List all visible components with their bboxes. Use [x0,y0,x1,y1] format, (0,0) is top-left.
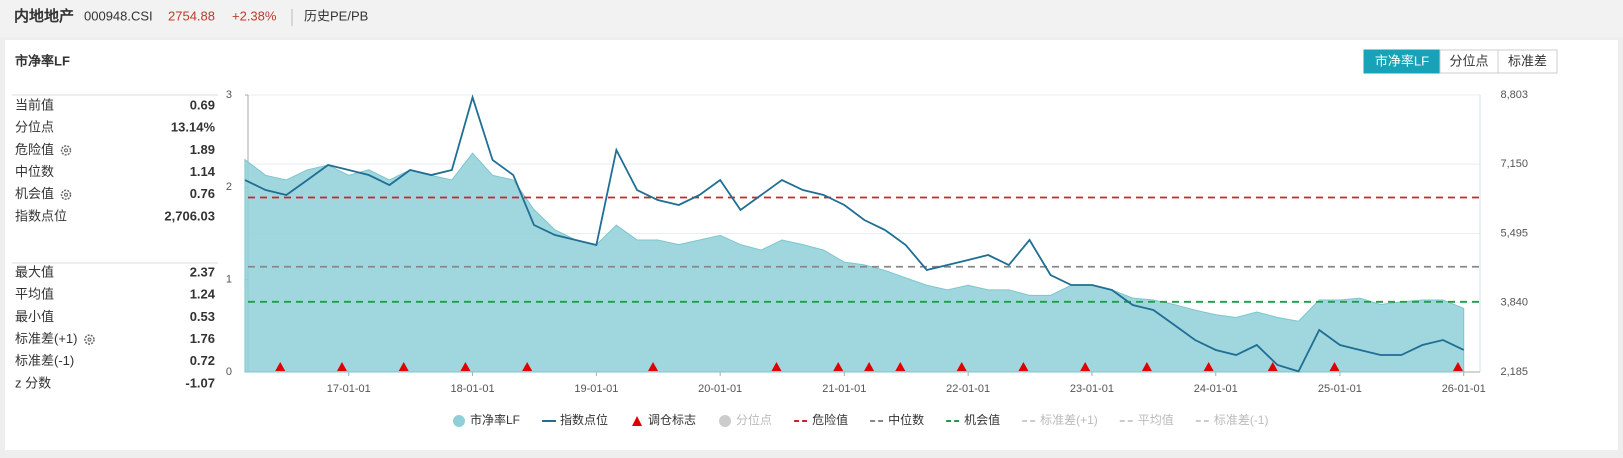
y2-tick-label: 2,185 [1500,366,1528,378]
rebalance-marker [1080,362,1091,371]
stat-label: 危险值 [15,142,54,157]
stat-label: 中位数 [15,164,54,179]
rebalance-marker [1203,362,1214,371]
rebalance-marker [1141,362,1152,371]
legend-label[interactable]: 平均值 [1138,412,1174,427]
stat-value: 0.69 [190,97,215,112]
stat-value: 2,706.03 [164,208,215,223]
legend-icon[interactable] [719,415,732,427]
gear-icon[interactable] [60,145,72,156]
rebalance-marker [1452,362,1463,371]
gear-icon[interactable] [64,192,69,197]
rebalance-marker [1018,362,1029,371]
stat-value: 0.72 [190,353,215,368]
x-tick-label: 25-01-01 [1318,383,1362,395]
stat-label: 最小值 [15,309,54,324]
x-tick-label: 23-01-01 [1070,383,1114,395]
y2-tick-label: 5,495 [1500,227,1528,239]
rebalance-marker [895,362,906,371]
panel-label: 市净率LF [15,53,70,68]
rebalance-marker [956,362,967,371]
header-bar [0,0,1623,37]
y2-tick-label: 3,840 [1500,297,1528,309]
x-tick-label: 17-01-01 [327,383,371,395]
stat-value: 2.37 [190,264,215,279]
y-tick-label: 0 [226,366,232,378]
stat-value: -1.07 [185,375,215,390]
gear-icon[interactable] [60,189,72,201]
legend-label[interactable]: 标准差(-1) [1214,413,1269,427]
legend-icon[interactable] [632,416,643,426]
rebalance-marker [864,362,875,371]
legend-label[interactable]: 调仓标志 [648,413,696,427]
stat-value: 0.53 [190,309,215,324]
stat-value: 0.76 [190,186,215,201]
legend-label[interactable]: 指数点位 [560,412,608,427]
rebalance-marker [336,362,347,371]
rebalance-marker [1329,362,1340,371]
rebalance-marker [1267,362,1278,371]
gear-icon[interactable] [87,337,92,342]
tab-button-label[interactable]: 标准差 [1508,53,1547,68]
stat-label: 平均值 [15,287,54,302]
x-tick-label: 19-01-01 [574,383,618,395]
legend-label[interactable]: 中位数 [888,412,924,427]
stat-label: z 分数 [15,375,51,390]
rebalance-marker [275,362,286,371]
tab-button-label[interactable]: 分位点 [1449,53,1488,68]
stat-label: 当前值 [15,97,54,112]
stat-label: 分位点 [15,120,54,135]
stat-value: 1.24 [190,287,216,302]
y-tick-label: 3 [226,89,232,101]
stat-label: 最大值 [15,264,54,279]
index-name: 内地地产 [14,7,74,25]
legend-label[interactable]: 机会值 [964,412,1000,427]
tab-link[interactable]: 历史PE/PB [304,8,368,23]
legend-label[interactable]: 标准差(+1) [1040,413,1098,427]
stat-value: 1.76 [190,331,215,346]
stat-label: 标准差(-1) [15,353,74,368]
stat-value: 1.14 [190,164,216,179]
rebalance-marker [833,362,844,371]
tab-button[interactable] [1497,49,1558,74]
stat-label: 标准差(+1) [15,331,77,346]
y-tick-label: 1 [226,274,232,286]
x-tick-label: 24-01-01 [1194,383,1238,395]
rebalance-marker [522,362,533,371]
legend-label[interactable]: 危险值 [812,412,848,427]
rebalance-marker [460,362,471,371]
x-tick-label: 18-01-01 [451,383,495,395]
rebalance-marker [398,362,409,371]
pb-area [244,152,1465,373]
stat-label: 机会值 [15,186,54,201]
legend-label[interactable]: 分位点 [736,412,772,427]
y2-tick-label: 8,803 [1500,89,1528,101]
x-tick-label: 20-01-01 [698,383,742,395]
index-change: +2.38% [232,8,277,23]
rebalance-marker [648,362,659,371]
legend-label[interactable]: 市净率LF [470,412,520,427]
legend-icon[interactable] [453,415,465,427]
y-tick-label: 2 [226,181,232,193]
rebalance-marker [771,362,782,371]
gear-icon[interactable] [84,334,95,345]
index-line [244,94,1465,373]
gear-icon[interactable] [64,148,69,153]
x-tick-label: 22-01-01 [946,383,990,395]
x-tick-label: 21-01-01 [822,383,866,395]
stat-label: 指数点位 [15,208,67,223]
stat-value: 1.89 [190,142,215,157]
y2-tick-label: 7,150 [1500,158,1528,170]
x-tick-label: 26-01-01 [1442,383,1486,395]
index-code: 000948.CSI [84,8,153,23]
tab-button-label[interactable]: 市净率LF [1375,53,1429,68]
stat-value: 13.14% [171,120,216,135]
index-price: 2754.88 [168,8,215,23]
